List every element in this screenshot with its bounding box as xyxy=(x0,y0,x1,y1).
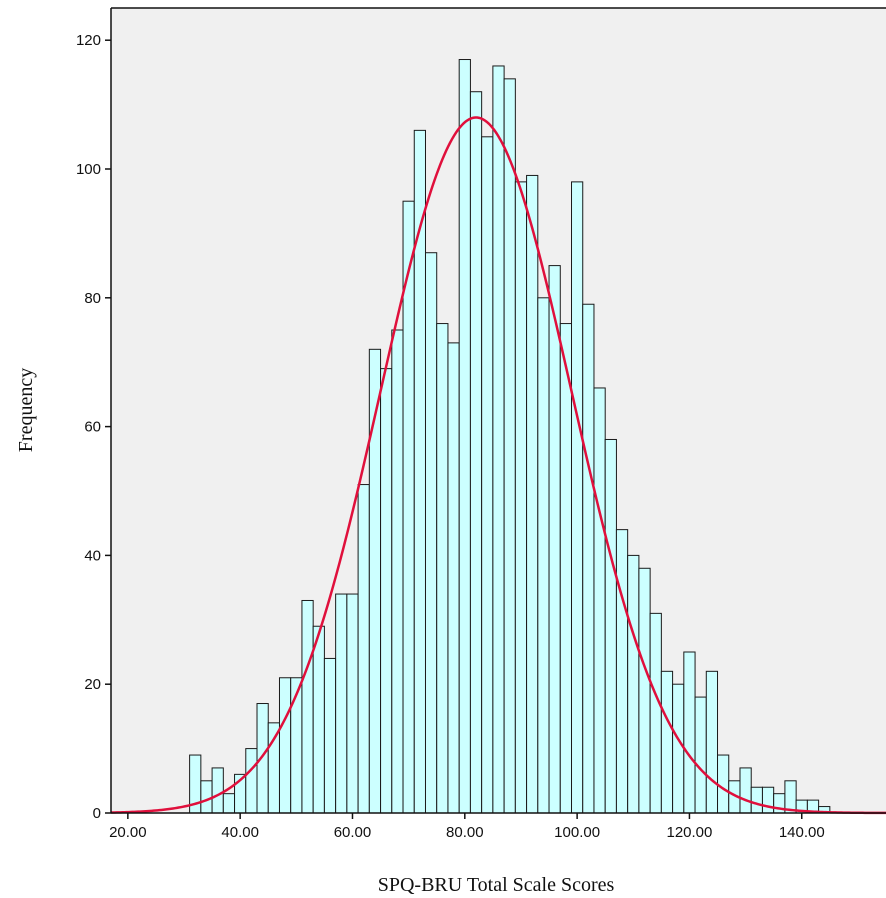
y-tick-label: 120 xyxy=(76,32,101,49)
histogram-bar xyxy=(717,754,730,814)
histogram-bar xyxy=(424,252,438,814)
histogram-bar xyxy=(694,696,707,814)
histogram-bar xyxy=(335,593,348,814)
histogram-bar xyxy=(469,91,483,814)
histogram-bar xyxy=(672,683,685,814)
histogram-bar xyxy=(447,342,460,814)
y-tick-label: 0 xyxy=(93,805,101,822)
histogram-bar xyxy=(683,651,696,814)
histogram-bar xyxy=(267,722,280,814)
histogram-bar xyxy=(761,786,775,814)
x-tick-label: 100.00 xyxy=(554,824,600,841)
y-axis-label: Frequency xyxy=(15,368,37,452)
histogram-bar xyxy=(200,780,213,814)
histogram-bar xyxy=(402,200,415,814)
histogram-bar xyxy=(705,670,719,814)
x-tick-label: 60.00 xyxy=(334,824,372,841)
histogram-bar xyxy=(627,554,640,814)
histogram-bar xyxy=(582,303,595,814)
x-axis: 20.00 40.00 60.00 80.00 100.00 120.00 140.00 xyxy=(109,813,825,841)
histogram-bar xyxy=(211,767,224,814)
histogram-bar xyxy=(604,438,617,814)
histogram-bar xyxy=(571,181,584,814)
histogram-bar xyxy=(458,59,471,814)
histogram-bar xyxy=(660,670,674,814)
y-tick-label: 60 xyxy=(84,419,101,436)
histogram-bar xyxy=(638,567,651,814)
y-tick-label: 100 xyxy=(76,161,101,178)
x-axis-label: SPQ-BRU Total Scale Scores xyxy=(378,874,615,896)
histogram-bar xyxy=(750,786,763,814)
histogram-bar xyxy=(514,181,528,814)
histogram-bar xyxy=(503,78,516,814)
histogram-bar xyxy=(391,329,404,814)
x-tick-label: 120.00 xyxy=(666,824,712,841)
histogram-bar xyxy=(739,767,752,814)
y-tick-label: 40 xyxy=(84,547,101,564)
y-axis: 0 20 40 60 80 100 120 xyxy=(76,32,111,822)
histogram-bar xyxy=(380,368,393,814)
histogram-bar xyxy=(256,703,269,814)
histogram-bar xyxy=(290,677,303,814)
histogram-bar xyxy=(537,297,550,814)
x-tick-label: 40.00 xyxy=(221,824,259,841)
histogram-bar xyxy=(278,677,292,814)
histogram-bar xyxy=(323,657,337,814)
normal-curve xyxy=(110,116,886,815)
histogram-bar xyxy=(784,780,797,814)
histogram-bar xyxy=(481,136,494,814)
histogram-bar xyxy=(301,599,314,814)
histogram-bar xyxy=(312,625,325,814)
y-tick-label: 20 xyxy=(84,676,101,693)
x-tick-label: 140.00 xyxy=(779,824,825,841)
histogram-bar xyxy=(492,65,505,814)
x-tick-label: 80.00 xyxy=(446,824,484,841)
histogram-bar xyxy=(413,129,426,814)
histogram-bar xyxy=(357,484,370,814)
histogram-bar xyxy=(526,174,539,814)
histogram-bar xyxy=(436,323,449,814)
histogram-bar xyxy=(559,323,573,814)
histogram-bar xyxy=(222,793,236,814)
x-tick-label: 20.00 xyxy=(109,824,147,841)
histogram-bar xyxy=(649,612,662,814)
histogram-bar xyxy=(615,529,629,814)
y-tick-label: 80 xyxy=(84,290,101,307)
histogram-bar xyxy=(245,748,258,814)
histogram-bar xyxy=(346,593,359,814)
histogram-bar xyxy=(548,265,561,814)
histogram-bar xyxy=(593,387,606,814)
